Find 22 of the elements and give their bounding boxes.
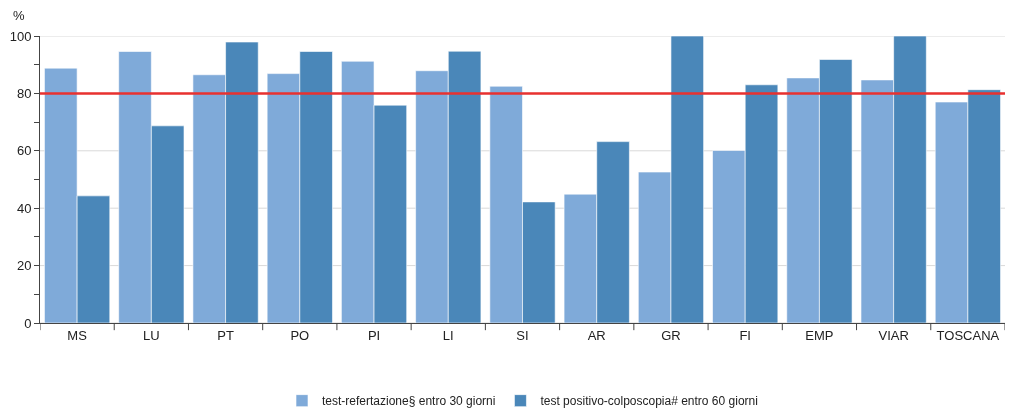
y-tick-label: 80 <box>16 85 32 101</box>
y-tick-label: 40 <box>16 200 32 216</box>
x-tick-label: SI <box>516 327 529 343</box>
x-tick-label: PO <box>290 327 310 343</box>
y-tick-label: 100 <box>9 28 32 44</box>
y-axis-title: % <box>13 8 25 23</box>
y-tick-label: 0 <box>24 315 32 331</box>
y-tick-label: 60 <box>16 143 32 159</box>
x-tick-label: LI <box>442 327 454 343</box>
x-tick-label: PT <box>217 327 234 343</box>
x-tick-label: PI <box>367 327 381 343</box>
x-tick-label: EMP <box>805 327 834 343</box>
legend-label: test-refertazione§ entro 30 giorni <box>322 394 496 409</box>
y-tick-label: 20 <box>16 258 32 274</box>
legend-label: test positivo-colposcopia# entro 60 giorni <box>540 394 758 409</box>
x-tick-label: FI <box>739 327 751 343</box>
x-tick-label: LU <box>143 327 160 343</box>
x-tick-label: MS <box>67 327 88 343</box>
x-tick-label: TOSCANA <box>936 327 1000 343</box>
x-tick-label: GR <box>661 327 681 343</box>
x-tick-label: AR <box>587 327 606 343</box>
x-tick-label: VIAR <box>878 327 909 343</box>
